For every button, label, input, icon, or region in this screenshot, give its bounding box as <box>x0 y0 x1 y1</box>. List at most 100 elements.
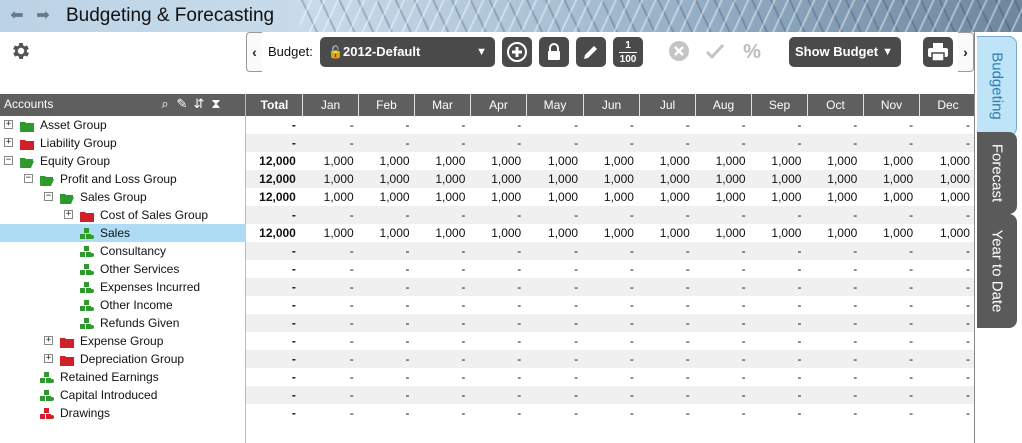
month-cell[interactable]: - <box>461 118 466 132</box>
month-cell[interactable]: 1,000 <box>491 172 522 186</box>
month-cell[interactable]: - <box>853 352 858 366</box>
month-cell[interactable]: - <box>349 352 354 366</box>
tree-row[interactable]: − Equity Group <box>0 152 246 170</box>
month-cell[interactable]: - <box>517 262 522 276</box>
month-cell[interactable]: - <box>685 136 690 150</box>
search-icon[interactable]: ⌕ <box>161 96 169 111</box>
month-cell[interactable]: - <box>461 388 466 402</box>
month-cell[interactable]: - <box>349 244 354 258</box>
column-header-month[interactable]: Jul <box>639 94 695 116</box>
month-cell[interactable]: - <box>461 406 466 420</box>
month-cell[interactable]: - <box>853 370 858 384</box>
tree-row[interactable]: Other Services <box>0 260 246 278</box>
month-cell[interactable]: - <box>797 208 802 222</box>
month-cell[interactable]: - <box>629 298 634 312</box>
month-cell[interactable]: - <box>629 280 634 294</box>
column-header-month[interactable]: Mar <box>414 94 470 116</box>
expand-icon[interactable]: + <box>4 137 13 147</box>
month-cell[interactable]: - <box>517 352 522 366</box>
column-header-month[interactable]: Feb <box>358 94 414 116</box>
month-cell[interactable]: - <box>965 388 970 402</box>
month-cell[interactable]: - <box>797 280 802 294</box>
month-cell[interactable]: 1,000 <box>603 172 634 186</box>
month-cell[interactable]: 1,000 <box>548 154 579 168</box>
month-cell[interactable]: - <box>965 262 970 276</box>
month-cell[interactable]: 1,000 <box>323 190 354 204</box>
month-cell[interactable]: - <box>797 118 802 132</box>
month-cell[interactable]: - <box>629 208 634 222</box>
month-cell[interactable]: - <box>853 316 858 330</box>
month-cell[interactable]: - <box>349 316 354 330</box>
month-cell[interactable]: 1,000 <box>548 172 579 186</box>
month-cell[interactable]: - <box>685 244 690 258</box>
month-cell[interactable]: 1,000 <box>435 172 466 186</box>
tree-row[interactable]: Expenses Incurred <box>0 278 246 296</box>
gear-icon[interactable] <box>10 40 32 62</box>
month-cell[interactable]: 1,000 <box>548 190 579 204</box>
month-cell[interactable]: - <box>797 388 802 402</box>
month-cell[interactable]: - <box>461 280 466 294</box>
month-cell[interactable]: - <box>965 316 970 330</box>
month-cell[interactable]: 1,000 <box>603 190 634 204</box>
month-cell[interactable]: - <box>574 280 579 294</box>
month-cell[interactable]: 1,000 <box>939 154 970 168</box>
tab-forecast[interactable]: Forecast <box>977 132 1017 214</box>
tree-row[interactable]: + Asset Group <box>0 116 246 134</box>
month-cell[interactable]: - <box>741 406 746 420</box>
month-cell[interactable]: - <box>853 388 858 402</box>
column-header-total[interactable]: Total <box>246 94 302 116</box>
tree-row[interactable]: Retained Earnings <box>0 368 246 386</box>
expand-icon[interactable]: + <box>4 119 13 129</box>
month-cell[interactable]: - <box>965 298 970 312</box>
month-cell[interactable]: - <box>461 136 466 150</box>
month-cell[interactable]: - <box>405 262 410 276</box>
month-cell[interactable]: - <box>517 334 522 348</box>
month-cell[interactable]: 1,000 <box>435 154 466 168</box>
tree-row[interactable]: + Cost of Sales Group <box>0 206 246 224</box>
tree-row[interactable]: − Sales Group <box>0 188 246 206</box>
month-cell[interactable]: - <box>461 352 466 366</box>
collapse-icon[interactable]: − <box>24 173 33 183</box>
month-cell[interactable]: - <box>574 316 579 330</box>
month-cell[interactable]: - <box>349 118 354 132</box>
month-cell[interactable]: 1,000 <box>659 190 690 204</box>
month-cell[interactable]: - <box>461 370 466 384</box>
month-cell[interactable]: - <box>909 208 914 222</box>
month-cell[interactable]: - <box>685 370 690 384</box>
month-cell[interactable]: 1,000 <box>323 226 354 240</box>
month-cell[interactable]: 1,000 <box>715 172 746 186</box>
month-cell[interactable]: - <box>349 136 354 150</box>
month-cell[interactable]: - <box>909 388 914 402</box>
cancel-icon[interactable] <box>667 40 691 64</box>
month-cell[interactable]: - <box>797 370 802 384</box>
month-cell[interactable]: - <box>461 298 466 312</box>
column-header-month[interactable]: May <box>526 94 583 116</box>
month-cell[interactable]: - <box>574 334 579 348</box>
month-cell[interactable]: - <box>461 208 466 222</box>
month-cell[interactable]: - <box>405 136 410 150</box>
month-cell[interactable]: - <box>909 280 914 294</box>
month-cell[interactable]: - <box>629 262 634 276</box>
month-cell[interactable]: 1,000 <box>771 226 802 240</box>
month-cell[interactable]: - <box>517 136 522 150</box>
month-cell[interactable]: - <box>517 280 522 294</box>
month-cell[interactable]: - <box>405 298 410 312</box>
show-budget-button[interactable]: Show Budget ▼ <box>789 37 901 67</box>
month-cell[interactable]: - <box>853 244 858 258</box>
month-cell[interactable]: - <box>629 118 634 132</box>
sort-icon[interactable]: ⇵ <box>193 96 205 111</box>
month-cell[interactable]: - <box>797 334 802 348</box>
month-cell[interactable]: - <box>909 352 914 366</box>
month-cell[interactable]: - <box>574 370 579 384</box>
month-cell[interactable]: - <box>741 118 746 132</box>
month-cell[interactable]: 1,000 <box>883 172 914 186</box>
month-cell[interactable]: 1,000 <box>603 154 634 168</box>
collapse-icon[interactable]: − <box>44 191 53 201</box>
month-cell[interactable]: - <box>349 208 354 222</box>
expand-icon[interactable]: + <box>44 335 53 345</box>
forward-arrow-icon[interactable]: ➡ <box>36 7 50 24</box>
month-cell[interactable]: 1,000 <box>715 190 746 204</box>
month-cell[interactable]: 1,000 <box>771 154 802 168</box>
month-cell[interactable]: - <box>741 262 746 276</box>
month-cell[interactable]: - <box>349 262 354 276</box>
